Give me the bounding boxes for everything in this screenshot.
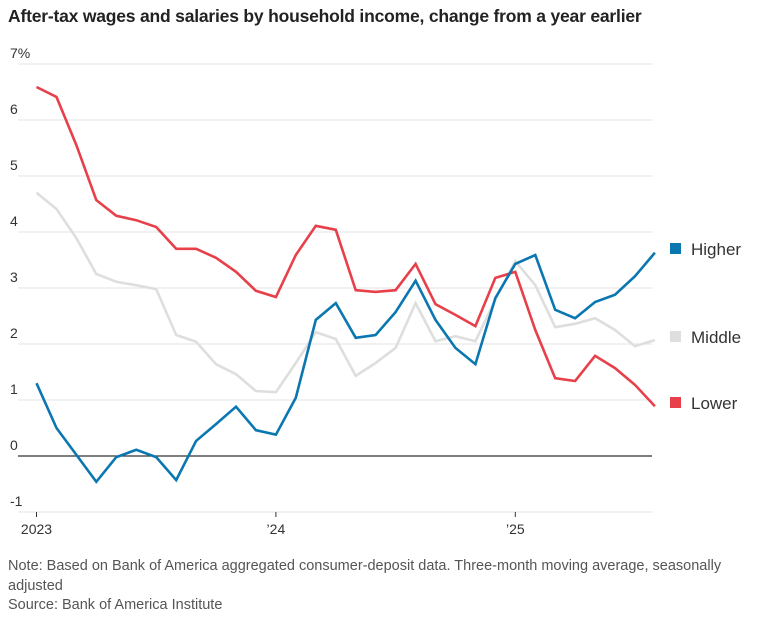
- x-axis: 2023 ’24 ’25: [21, 512, 525, 537]
- legend: Higher Middle Lower: [670, 240, 741, 413]
- y-tick-label: 1: [10, 381, 18, 397]
- chart-note: Note: Based on Bank of America aggregate…: [8, 558, 722, 594]
- y-tick-label: 7%: [10, 45, 30, 61]
- x-tick-label: ’25: [506, 521, 525, 537]
- series-line-lower: [35, 85, 656, 408]
- y-tick-label: -1: [10, 493, 23, 509]
- y-tick-label: 5: [10, 157, 18, 173]
- y-tick-label: 0: [10, 437, 18, 453]
- legend-swatch-middle: [670, 331, 681, 342]
- chart-source: Source: Bank of America Institute: [8, 597, 223, 613]
- legend-swatch-higher: [670, 243, 681, 254]
- legend-swatch-lower: [670, 397, 681, 408]
- y-tick-label: 6: [10, 101, 18, 117]
- series-line-higher: [35, 251, 656, 484]
- series-lines: [35, 85, 656, 484]
- y-tick-label: 4: [10, 213, 18, 229]
- chart-title: After-tax wages and salaries by househol…: [8, 6, 642, 26]
- y-tick-label: 3: [10, 269, 18, 285]
- y-tick-label: 2: [10, 325, 18, 341]
- x-tick-label: ’24: [267, 521, 286, 537]
- legend-label-middle: Middle: [691, 328, 741, 347]
- y-axis-labels: 7% 6 5 4 3 2 1 0 -1: [10, 45, 30, 509]
- legend-label-lower: Lower: [691, 394, 738, 413]
- x-tick-label: 2023: [21, 521, 52, 537]
- gridlines: [18, 63, 652, 513]
- series-line-middle: [35, 191, 656, 394]
- legend-label-higher: Higher: [691, 240, 741, 259]
